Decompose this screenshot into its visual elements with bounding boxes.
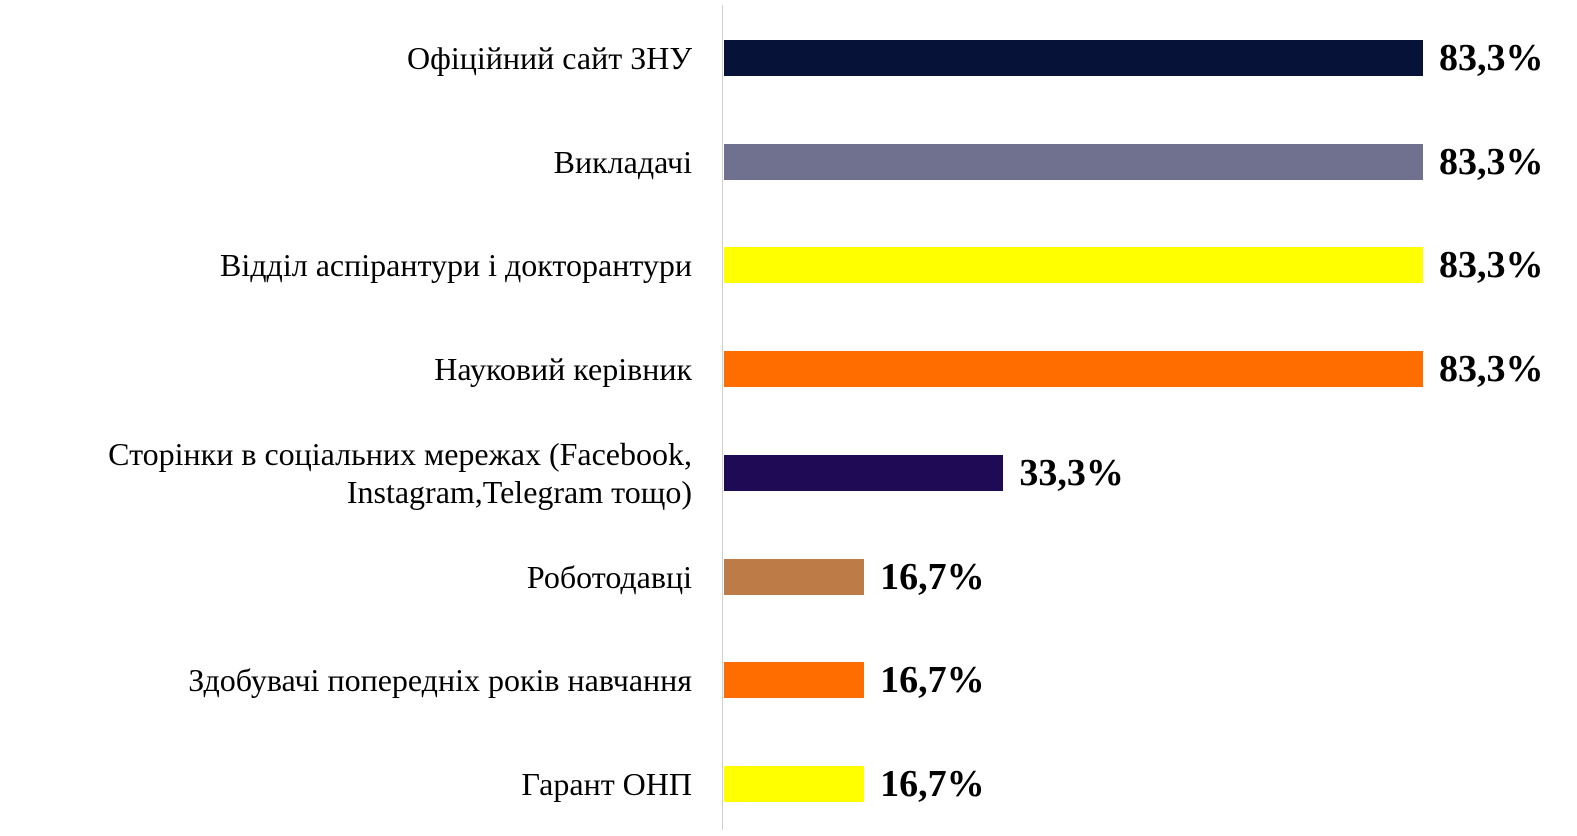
- value-label: 33,3%: [1019, 451, 1124, 494]
- bar: [724, 558, 865, 595]
- category-label: Офіційний сайт ЗНУ: [407, 40, 692, 76]
- category-label: Сторінки в соціальних мережах (Facebook,…: [108, 435, 692, 510]
- bar: [724, 454, 1004, 491]
- bar: [724, 765, 865, 802]
- category-label: Здобувачі попередніх років навчання: [188, 662, 692, 699]
- value-label: 83,3%: [1439, 244, 1544, 287]
- category-label: Відділ аспірантури і докторантури: [220, 247, 692, 284]
- value-label: 16,7%: [880, 762, 985, 805]
- axis-line: [722, 5, 723, 830]
- value-label: 83,3%: [1439, 37, 1544, 79]
- value-label: 83,3%: [1439, 348, 1544, 391]
- bar: [724, 351, 1423, 388]
- category-label: Роботодавці: [526, 558, 692, 595]
- category-label: Гарант ОНП: [521, 765, 692, 802]
- category-label: Науковий керівник: [434, 351, 692, 388]
- bar: [724, 40, 1423, 76]
- value-label: 16,7%: [880, 659, 985, 702]
- value-label: 16,7%: [880, 555, 985, 598]
- bar: [724, 662, 865, 699]
- value-label: 83,3%: [1439, 140, 1544, 183]
- bar: [724, 143, 1423, 180]
- bar: [724, 247, 1423, 284]
- category-label: Викладачі: [553, 143, 692, 180]
